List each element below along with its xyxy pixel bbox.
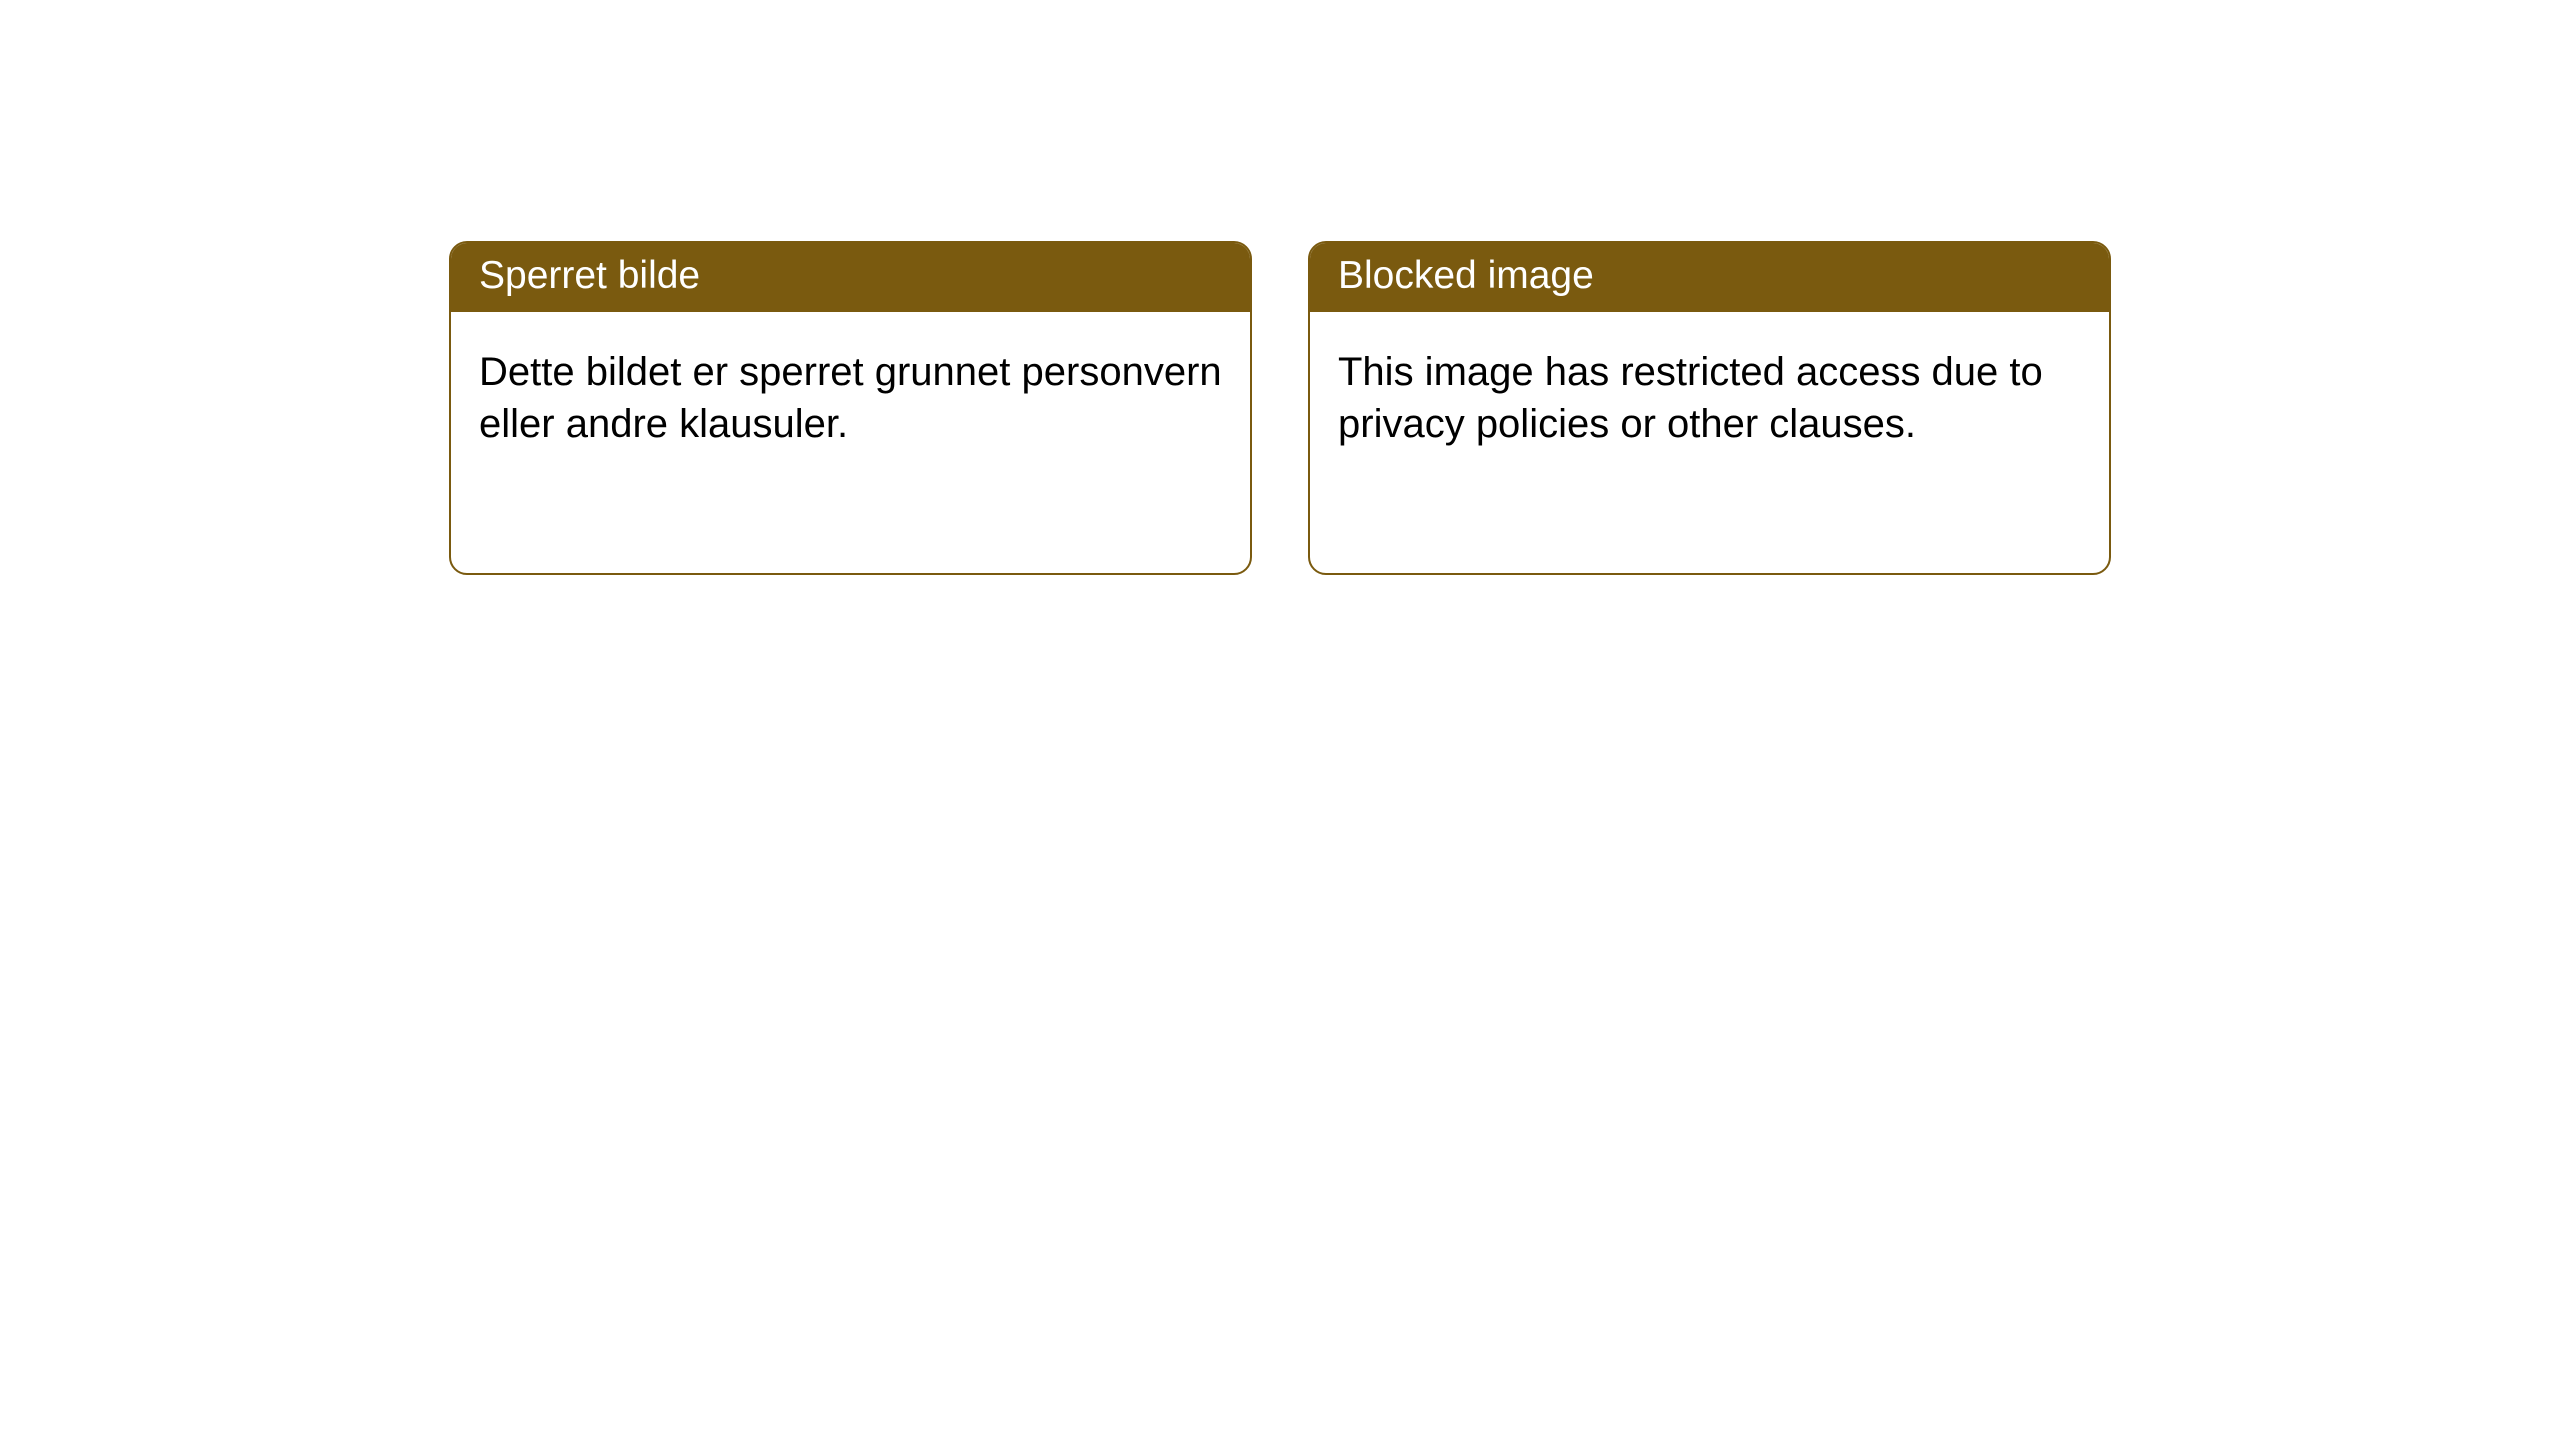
card-body-norwegian: Dette bildet er sperret grunnet personve…	[451, 312, 1250, 484]
notice-card-norwegian: Sperret bilde Dette bildet er sperret gr…	[449, 241, 1252, 575]
card-body-text: Dette bildet er sperret grunnet personve…	[479, 350, 1222, 446]
card-header-norwegian: Sperret bilde	[451, 243, 1250, 312]
card-title: Blocked image	[1338, 254, 1594, 297]
card-title: Sperret bilde	[479, 254, 700, 297]
card-body-text: This image has restricted access due to …	[1338, 350, 2043, 446]
notice-container: Sperret bilde Dette bildet er sperret gr…	[0, 0, 2560, 575]
card-header-english: Blocked image	[1310, 243, 2109, 312]
card-body-english: This image has restricted access due to …	[1310, 312, 2109, 484]
notice-card-english: Blocked image This image has restricted …	[1308, 241, 2111, 575]
